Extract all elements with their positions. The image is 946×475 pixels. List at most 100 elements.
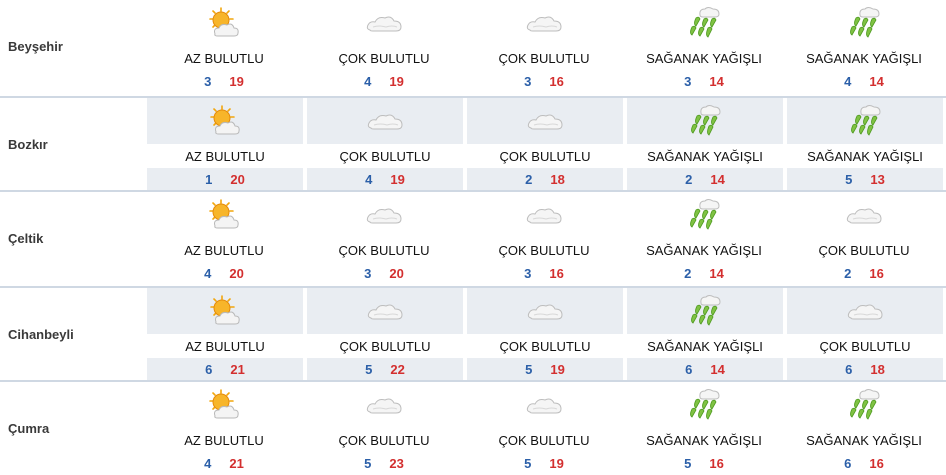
- min-temperature: 4: [364, 73, 372, 89]
- max-temperature: 22: [390, 361, 405, 377]
- temperature-range: 1 20: [147, 168, 303, 190]
- forecast-cell: SAĞANAK YAĞIŞLI 4 14: [785, 0, 943, 93]
- temperature-range: 3 20: [305, 262, 463, 284]
- min-temperature: 5: [524, 455, 532, 471]
- min-temperature: 5: [845, 171, 853, 187]
- cloud-icon: [467, 288, 623, 334]
- temperature-range: 4 20: [145, 262, 303, 284]
- min-temperature: 6: [205, 361, 213, 377]
- condition-label: SAĞANAK YAĞIŞLI: [646, 432, 762, 448]
- cloud-icon: [307, 98, 463, 144]
- temperature-range: 4 19: [307, 168, 463, 190]
- condition-label: AZ BULUTLU: [184, 50, 264, 66]
- forecast-cell: SAĞANAK YAĞIŞLI 2 14: [625, 192, 783, 285]
- min-temperature: 5: [365, 361, 373, 377]
- cloud-icon: [785, 192, 943, 238]
- max-temperature: 18: [870, 361, 885, 377]
- forecast-cell: ÇOK BULUTLU 4 19: [305, 98, 463, 191]
- temperature-range: 6 18: [787, 358, 943, 380]
- max-temperature: 21: [230, 361, 245, 377]
- temperature-range: 2 18: [467, 168, 623, 190]
- min-temperature: 2: [844, 265, 852, 281]
- city-name: Cihanbeyli: [8, 327, 74, 342]
- condition-label: ÇOK BULUTLU: [498, 50, 590, 66]
- condition-label: AZ BULUTLU: [185, 148, 265, 164]
- forecast-row: Çumra AZ BULUTLU 4 21 ÇOK BULUTLU 5 23 ÇOK BULU…: [0, 380, 946, 475]
- forecast-cell: ÇOK BULUTLU 3 16: [465, 0, 623, 93]
- forecast-row: Çeltik AZ BULUTLU 4 20 ÇOK BULUTLU 3 20 ÇOK BUL…: [0, 190, 946, 284]
- forecast-cell: ÇOK BULUTLU 4 19: [305, 0, 463, 93]
- condition-label: ÇOK BULUTLU: [819, 338, 911, 354]
- cloud-icon: [465, 192, 623, 238]
- cloud-icon: [307, 288, 463, 334]
- temperature-range: 2 16: [785, 262, 943, 284]
- temperature-range: 4 21: [145, 452, 303, 474]
- min-temperature: 2: [525, 171, 533, 187]
- temperature-range: 6 14: [627, 358, 783, 380]
- min-temperature: 3: [204, 73, 212, 89]
- condition-label: SAĞANAK YAĞIŞLI: [646, 50, 762, 66]
- rain-shower-icon: [627, 288, 783, 334]
- temperature-range: 5 13: [787, 168, 943, 190]
- temperature-range: 3 16: [465, 262, 623, 284]
- min-temperature: 2: [685, 171, 693, 187]
- min-temperature: 5: [684, 455, 692, 471]
- temperature-range: 6 16: [785, 452, 943, 474]
- forecast-cell: ÇOK BULUTLU 5 19: [465, 382, 623, 475]
- forecast-cell: ÇOK BULUTLU 6 18: [785, 288, 943, 381]
- rain-shower-icon: [787, 98, 943, 144]
- forecast-row: Cihanbeyli AZ BULUTLU 6 21 ÇOK BULUTLU 5 22 ÇOK…: [0, 286, 946, 381]
- cloud-icon: [465, 382, 623, 428]
- temperature-range: 5 22: [307, 358, 463, 380]
- cloud-icon: [305, 192, 463, 238]
- condition-label: ÇOK BULUTLU: [499, 148, 591, 164]
- min-temperature: 6: [685, 361, 693, 377]
- max-temperature: 19: [549, 455, 564, 471]
- forecast-row: Bozkır AZ BULUTLU 1 20 ÇOK BULUTLU 4 19 ÇOK BUL…: [0, 96, 946, 191]
- temperature-range: 4 14: [785, 70, 943, 92]
- max-temperature: 16: [869, 455, 884, 471]
- min-temperature: 4: [204, 455, 212, 471]
- forecast-cell: SAĞANAK YAĞIŞLI 3 14: [625, 0, 783, 93]
- condition-label: AZ BULUTLU: [185, 338, 265, 354]
- forecast-row: Beyşehir AZ BULUTLU 3 19 ÇOK BULUTLU 4 19 ÇOK B…: [0, 0, 946, 93]
- sun-cloud-icon: [145, 0, 303, 46]
- min-temperature: 3: [364, 265, 372, 281]
- forecast-cell: AZ BULUTLU 4 20: [145, 192, 303, 285]
- forecast-cell: SAĞANAK YAĞIŞLI 2 14: [625, 98, 783, 191]
- city-name: Çeltik: [8, 231, 44, 246]
- min-temperature: 6: [844, 455, 852, 471]
- condition-label: ÇOK BULUTLU: [498, 432, 590, 448]
- condition-label: SAĞANAK YAĞIŞLI: [806, 432, 922, 448]
- temperature-range: 5 19: [465, 452, 623, 474]
- temperature-range: 2 14: [627, 168, 783, 190]
- temperature-range: 5 16: [625, 452, 783, 474]
- condition-label: ÇOK BULUTLU: [818, 242, 910, 258]
- forecast-cell: SAĞANAK YAĞIŞLI 5 16: [625, 382, 783, 475]
- max-temperature: 16: [549, 73, 564, 89]
- condition-label: AZ BULUTLU: [184, 432, 264, 448]
- max-temperature: 16: [709, 455, 724, 471]
- condition-label: ÇOK BULUTLU: [498, 242, 590, 258]
- condition-label: SAĞANAK YAĞIŞLI: [647, 148, 763, 164]
- max-temperature: 14: [709, 265, 724, 281]
- sun-cloud-icon: [147, 288, 303, 334]
- city-name: Bozkır: [8, 137, 48, 152]
- condition-label: ÇOK BULUTLU: [339, 148, 431, 164]
- min-temperature: 4: [204, 265, 212, 281]
- cloud-icon: [787, 288, 943, 334]
- condition-label: SAĞANAK YAĞIŞLI: [647, 338, 763, 354]
- forecast-cell: AZ BULUTLU 3 19: [145, 0, 303, 93]
- min-temperature: 6: [845, 361, 853, 377]
- max-temperature: 19: [390, 171, 405, 187]
- forecast-cell: ÇOK BULUTLU 3 16: [465, 192, 623, 285]
- cloud-icon: [305, 0, 463, 46]
- forecast-cell: SAĞANAK YAĞIŞLI 5 13: [785, 98, 943, 191]
- min-temperature: 3: [684, 73, 692, 89]
- max-temperature: 14: [709, 73, 724, 89]
- max-temperature: 20: [389, 265, 404, 281]
- forecast-cell: AZ BULUTLU 1 20: [145, 98, 303, 191]
- min-temperature: 3: [524, 265, 532, 281]
- forecast-cell: ÇOK BULUTLU 5 19: [465, 288, 623, 381]
